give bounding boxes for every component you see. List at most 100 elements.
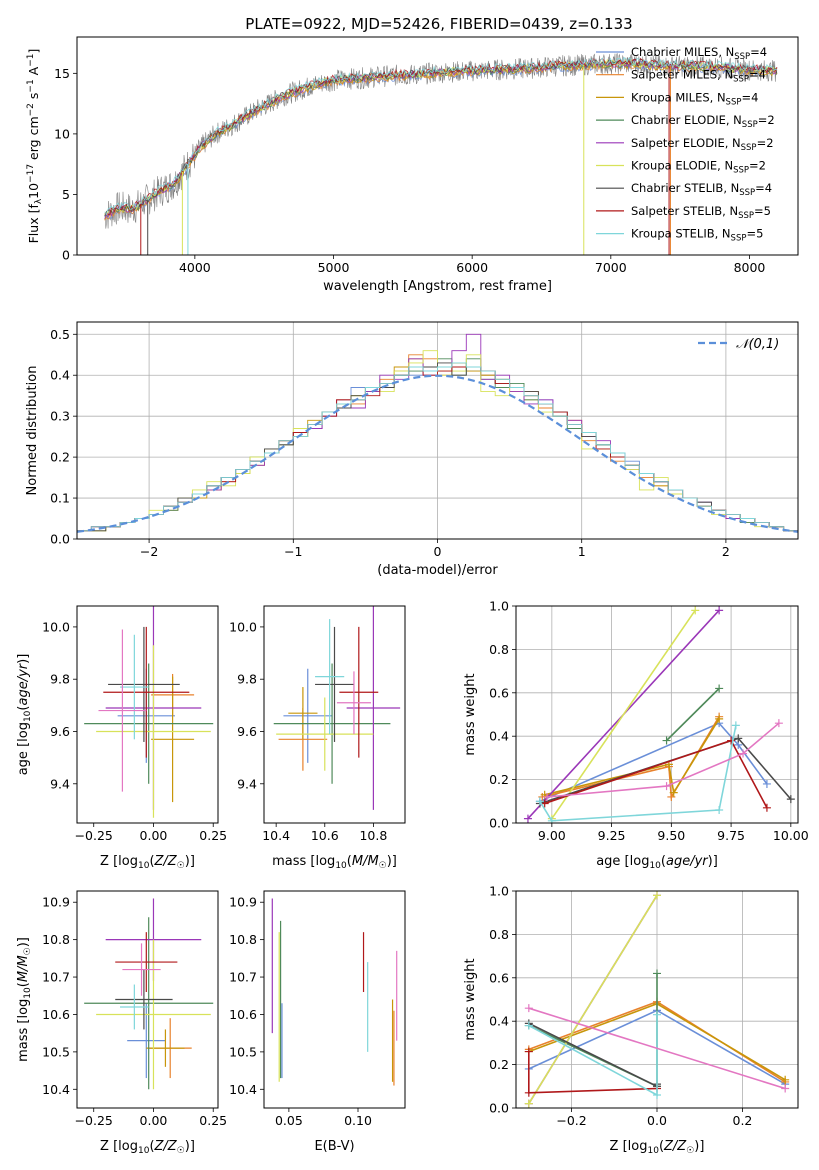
weight-marker — [731, 721, 740, 730]
axes-frame — [263, 890, 406, 1109]
error-bar-point — [120, 634, 149, 740]
panel-mass-vs-EBV: 0.05 0.10 10.4 10.5 10.6 10.7 10.8 10.9 E(B-V) — [229, 890, 406, 1154]
legend-entry: Salpeter ELODIE, NSSP=2 — [631, 136, 774, 153]
legend-entry: Salpeter STELIB, NSSP=5 — [631, 204, 771, 221]
y-tick-label: 9.8 — [237, 672, 257, 687]
weight-series — [543, 719, 783, 801]
y-tick-label: 0.8 — [489, 642, 509, 657]
legend-entry: Chabrier MILES, NSSP=4 — [631, 45, 767, 62]
error-bar-point — [283, 668, 333, 763]
weight-line — [528, 894, 658, 1105]
weight-marker — [786, 795, 795, 804]
panel-age-vs-mass: 10.4 10.6 10.8 9.4 9.6 9.8 10.0 mass [log10(M/M… — [229, 605, 406, 871]
error-bar-point — [346, 606, 401, 810]
y-tick-label: 10.6 — [42, 1007, 70, 1022]
y-tick-label: 10.5 — [229, 1044, 257, 1059]
weight-marker — [523, 814, 532, 823]
x-tick-label: 1 — [578, 544, 586, 559]
weight-marker — [762, 803, 771, 812]
y-tick-label: 0.6 — [489, 970, 509, 985]
y-tick-label: 9.8 — [50, 672, 70, 687]
y-axis-label: mass [log10(M/M☉)] — [16, 937, 33, 1062]
x-axis-label: (data-model)/error — [377, 563, 498, 578]
weight-line — [551, 609, 696, 820]
x-tick-label: −1 — [284, 544, 302, 559]
y-axis-label: Flux [fλ10−17 erg cm−2 s−1 A−1] — [26, 49, 44, 244]
y-tick-label: 5 — [62, 187, 70, 202]
legend-entry: Kroupa ELODIE, NSSP=2 — [631, 159, 766, 176]
weight-line — [528, 1007, 786, 1090]
histogram-step — [77, 350, 798, 532]
x-tick-label: 6000 — [456, 260, 488, 275]
y-tick-label: 0.8 — [489, 927, 509, 942]
panel-age-vs-Z: −0.25 0.00 0.25 9.4 9.6 9.8 10.0 Z [log10(Z/Z☉)… — [16, 605, 227, 871]
x-axis-label: E(B-V) — [314, 1139, 354, 1154]
legend-entry: Chabrier STELIB, NSSP=4 — [631, 181, 772, 198]
weight-marker — [547, 816, 556, 823]
legend-entry: Salpeter MILES, NSSP=4 — [631, 68, 766, 85]
weight-marker — [662, 782, 671, 791]
y-tick-label: 10 — [54, 126, 70, 141]
y-tick-label: 9.6 — [50, 724, 70, 739]
x-tick-label: 0.25 — [199, 1113, 227, 1128]
weight-marker — [739, 749, 748, 758]
legend-entry: Kroupa STELIB, NSSP=5 — [631, 227, 763, 244]
y-tick-label: 10.8 — [42, 932, 70, 947]
histogram-step — [77, 362, 798, 532]
weight-line — [544, 718, 720, 796]
observed-spectrum-line — [104, 53, 778, 229]
error-bar-point — [336, 671, 371, 735]
panel-spectrum: 4000 5000 6000 7000 8000 0 5 10 15 Chabrier MILES… — [26, 36, 799, 294]
x-tick-label: −0.25 — [75, 1113, 113, 1128]
y-tick-label: 15 — [54, 66, 70, 81]
y-tick-label: 0.2 — [50, 450, 70, 465]
weight-series — [540, 736, 771, 812]
x-tick-label: 9.00 — [538, 828, 566, 843]
error-bar-point — [115, 969, 173, 1030]
x-axis-label: mass [log10(M/M☉)] — [272, 854, 397, 871]
error-bar-point — [120, 984, 149, 1030]
weight-marker — [653, 969, 661, 978]
error-bar-point — [122, 943, 161, 996]
x-tick-label: 9.75 — [717, 828, 745, 843]
plot-area — [524, 891, 790, 1108]
error-bar-point — [98, 629, 147, 792]
weight-marker — [524, 1047, 533, 1056]
y-tick-label: 0 — [62, 248, 70, 263]
x-axis-label: Z [log10(Z/Z☉)] — [100, 1139, 195, 1156]
x-axis-label: age [log10(age/yr)] — [596, 854, 718, 871]
x-tick-label: 0.10 — [344, 1113, 372, 1128]
weight-marker — [774, 719, 783, 728]
x-tick-label: −0.25 — [75, 828, 113, 843]
weight-series — [540, 714, 724, 799]
weight-marker — [715, 714, 724, 723]
weight-line — [666, 687, 720, 742]
y-tick-label: 0.0 — [50, 532, 70, 547]
normal-curve — [77, 374, 798, 533]
weight-line — [539, 722, 768, 803]
y-tick-label: 0.3 — [50, 409, 70, 424]
y-tick-label: 0.1 — [50, 491, 70, 506]
x-tick-label: 10.8 — [359, 828, 387, 843]
panel-weight-vs-age: 9.00 9.25 9.50 9.75 10.00 0.0 0.2 0.4 0.6 0.8 1.0 a… — [463, 599, 809, 872]
x-tick-label: 10.4 — [262, 828, 290, 843]
y-axis-label: mass weight — [463, 673, 478, 755]
y-tick-label: 0.6 — [489, 685, 509, 700]
plot-area — [77, 333, 798, 533]
error-bar-point — [84, 663, 214, 784]
x-tick-label: 0.25 — [199, 828, 227, 843]
y-tick-label: 0.4 — [489, 1014, 509, 1029]
weight-series — [524, 1010, 661, 1099]
x-axis-label: Z [log10(Z/Z☉)] — [100, 854, 195, 871]
weight-marker — [762, 779, 771, 788]
y-tick-label: 10.7 — [229, 970, 257, 985]
weight-marker — [715, 606, 724, 615]
plot-area — [271, 898, 398, 1086]
y-tick-label: 10.0 — [229, 619, 257, 634]
y-tick-label: 10.8 — [229, 932, 257, 947]
weight-series — [535, 719, 771, 806]
x-tick-label: 7000 — [595, 260, 627, 275]
x-tick-label: −0.2 — [556, 1113, 586, 1128]
y-tick-label: 10.4 — [42, 1082, 70, 1097]
error-bar-point — [96, 939, 211, 1090]
